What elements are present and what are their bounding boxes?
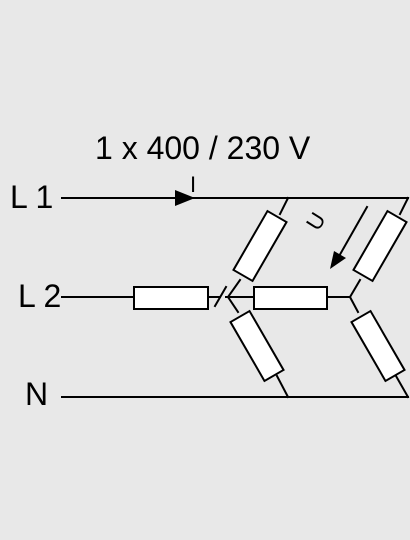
wire-right-upper-bottom	[348, 278, 362, 299]
switch-blade	[213, 285, 228, 308]
resistor-l2-series	[133, 286, 209, 310]
wire-left-upper-top	[278, 196, 290, 216]
current-arrow-icon	[175, 190, 195, 206]
resistor-right-upper	[352, 209, 408, 283]
wire-right-lower-top	[348, 295, 360, 314]
voltage-arrow-icon	[330, 251, 346, 269]
line-label-l2: L 2	[18, 278, 61, 314]
wire-right-upper-top	[398, 196, 410, 216]
wire-left-lower-top	[226, 295, 240, 314]
voltage-symbol: U	[301, 208, 331, 235]
line-label-l1: L 1	[10, 179, 53, 215]
wire-right-lower-bottom	[394, 374, 410, 399]
resistor-left-upper	[232, 209, 288, 283]
wire-left-lower-bottom	[275, 374, 290, 399]
wire-left-upper-bottom	[226, 278, 242, 299]
resistor-middle	[253, 286, 328, 310]
line-label-n: N	[25, 376, 48, 412]
resistor-left-lower	[229, 309, 285, 383]
supply-voltage-label: 1 x 400 / 230 V	[95, 130, 311, 166]
resistor-right-lower	[350, 309, 406, 383]
voltage-arrow-shaft	[336, 205, 369, 260]
current-symbol: I	[190, 172, 196, 197]
